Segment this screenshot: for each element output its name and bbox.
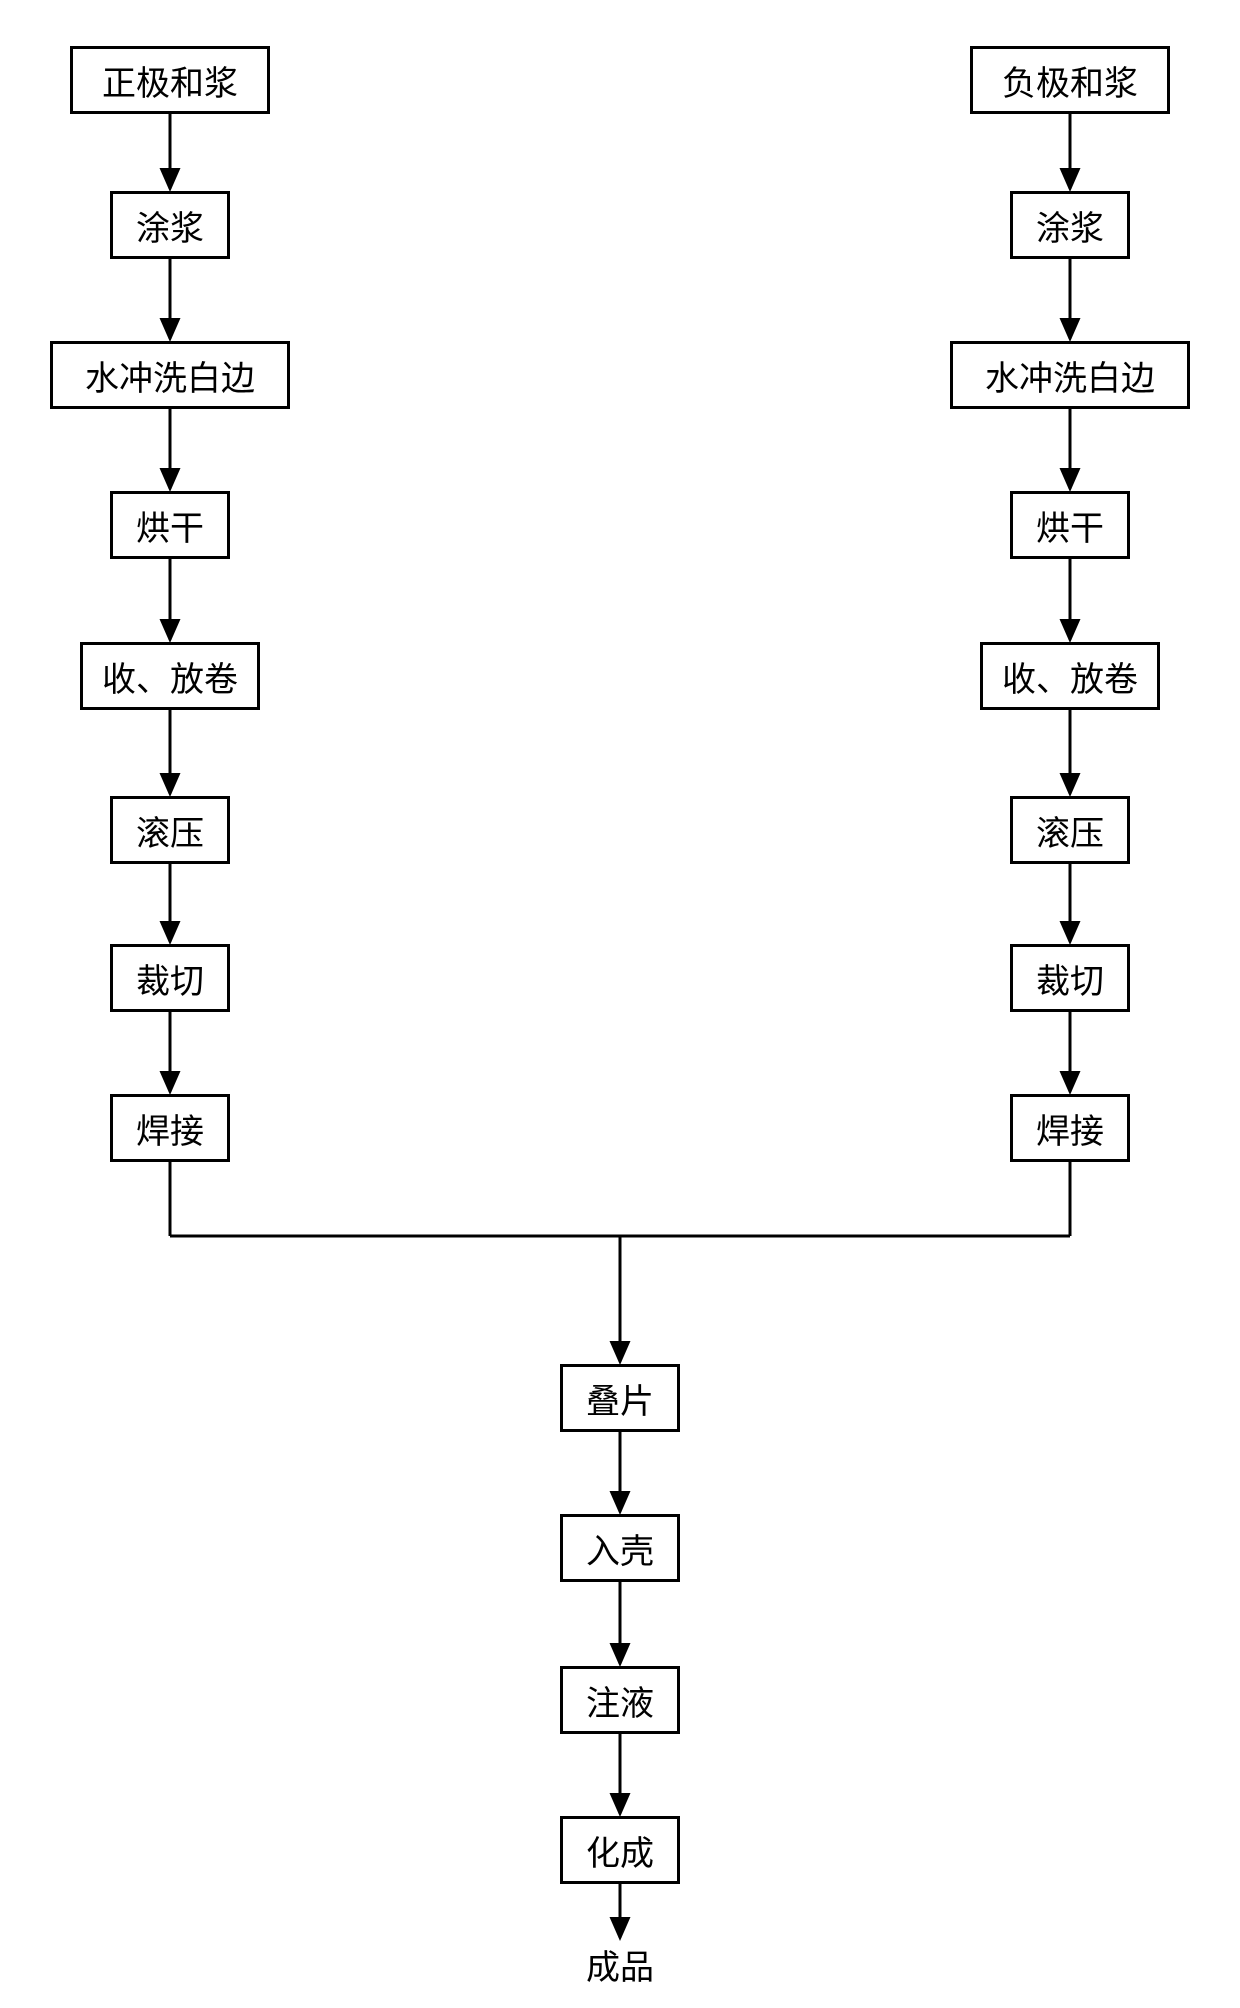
node-r8: 焊接 xyxy=(1010,1094,1130,1162)
node-r4: 烘干 xyxy=(1010,491,1130,559)
node-label: 水冲洗白边 xyxy=(85,351,255,400)
node-r6: 滚压 xyxy=(1010,796,1130,864)
node-l8: 焊接 xyxy=(110,1094,230,1162)
node-l2: 涂浆 xyxy=(110,191,230,259)
node-c4: 化成 xyxy=(560,1816,680,1884)
node-label: 注液 xyxy=(586,1676,654,1725)
node-c1: 叠片 xyxy=(560,1364,680,1432)
node-c2: 入壳 xyxy=(560,1514,680,1582)
node-label: 滚压 xyxy=(136,806,204,855)
node-label: 收、放卷 xyxy=(102,652,238,701)
node-label: 烘干 xyxy=(1036,501,1104,550)
node-label: 滚压 xyxy=(1036,806,1104,855)
node-r1: 负极和浆 xyxy=(970,46,1170,114)
node-label: 正极和浆 xyxy=(102,56,238,105)
node-label: 收、放卷 xyxy=(1002,652,1138,701)
node-label: 焊接 xyxy=(136,1104,204,1153)
node-label: 裁切 xyxy=(1036,954,1104,1003)
node-label: 裁切 xyxy=(136,954,204,1003)
node-r3: 水冲洗白边 xyxy=(950,341,1190,409)
node-l1: 正极和浆 xyxy=(70,46,270,114)
node-label: 化成 xyxy=(586,1826,654,1875)
node-l4: 烘干 xyxy=(110,491,230,559)
node-l5: 收、放卷 xyxy=(80,642,260,710)
node-label: 涂浆 xyxy=(1036,201,1104,250)
node-r5: 收、放卷 xyxy=(980,642,1160,710)
node-label: 水冲洗白边 xyxy=(985,351,1155,400)
node-r7: 裁切 xyxy=(1010,944,1130,1012)
node-label: 焊接 xyxy=(1036,1104,1104,1153)
node-r2: 涂浆 xyxy=(1010,191,1130,259)
node-l6: 滚压 xyxy=(110,796,230,864)
final-text: 成品 xyxy=(586,1950,654,1987)
node-label: 涂浆 xyxy=(136,201,204,250)
node-c3: 注液 xyxy=(560,1666,680,1734)
node-label: 叠片 xyxy=(586,1374,654,1423)
node-label: 烘干 xyxy=(136,501,204,550)
node-l7: 裁切 xyxy=(110,944,230,1012)
node-label: 入壳 xyxy=(586,1524,654,1573)
final-label: 成品 xyxy=(580,1940,660,1989)
node-l3: 水冲洗白边 xyxy=(50,341,290,409)
node-label: 负极和浆 xyxy=(1002,56,1138,105)
